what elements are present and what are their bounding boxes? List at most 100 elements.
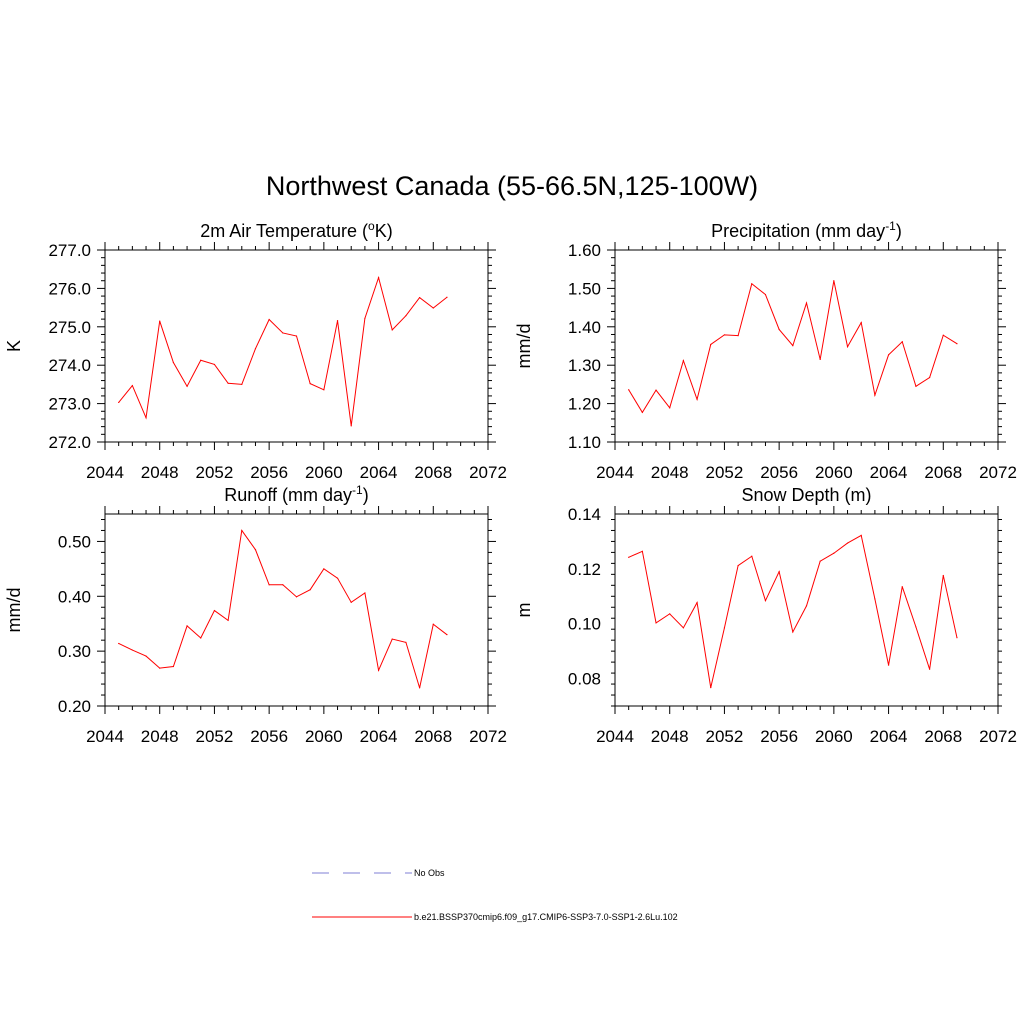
- legend-label-model-run: b.e21.BSSP370cmip6.f09_g17.CMIP6-SSP3-7.…: [414, 912, 678, 922]
- precipitation-x-tick-label: 2072: [979, 463, 1017, 482]
- precipitation-data-point: [819, 358, 821, 361]
- runoff-data-point: [200, 637, 202, 639]
- precipitation-data-point: [737, 335, 739, 337]
- snow-depth-y-tick-label: 0.08: [568, 670, 601, 689]
- snow-depth-data-point: [778, 571, 780, 573]
- runoff-data-point: [159, 667, 161, 669]
- precipitation-title-unit: ): [896, 221, 902, 241]
- runoff-y-axis-label: mm/d: [4, 588, 24, 633]
- precipitation-x-tick-label: 2048: [651, 463, 689, 482]
- air-temperature-y-tick-label: 273.0: [48, 395, 91, 414]
- air-temperature-title-text: 2m Air Temperature (: [200, 221, 368, 241]
- air-temperature-data-point: [186, 385, 188, 387]
- runoff-data-point: [213, 609, 216, 612]
- snow-depth-data-point: [860, 534, 862, 536]
- air-temperature-data-point: [309, 383, 311, 385]
- precipitation-title-superscript: -1: [885, 219, 896, 233]
- runoff-data-point: [446, 634, 448, 636]
- legend: No Obs b.e21.BSSP370cmip6.f09_g17.CMIP6-…: [312, 868, 678, 922]
- snow-depth-plot-frame: [614, 513, 999, 707]
- air-temperature-x-tick-label: 2060: [305, 463, 343, 482]
- snow-depth-data-point: [696, 601, 698, 604]
- air-temperature-data-point: [131, 384, 133, 387]
- runoff-data-point: [336, 577, 339, 579]
- runoff-x-tick-label: 2068: [414, 727, 452, 746]
- air-temperature-data-point: [159, 320, 161, 322]
- runoff-data-point: [323, 568, 325, 570]
- snow-depth-title-text: Snow Depth (m): [741, 485, 871, 505]
- panel-runoff: 2044 2048 2052 2056 2060 2064 2068 2072 0.20 0.30…: [4, 483, 507, 746]
- air-temperature-data-point: [268, 318, 270, 321]
- air-temperature-y-tick-label: 276.0: [48, 279, 91, 298]
- air-temperature-data-point: [364, 317, 366, 319]
- runoff-title: Runoff (mm day-1): [224, 483, 368, 505]
- precipitation-data-point: [751, 283, 753, 285]
- runoff-data-point: [295, 596, 298, 598]
- snow-depth-data-point: [942, 574, 944, 577]
- snow-depth-data-point: [751, 555, 753, 557]
- precipitation-x-tick-label: 2044: [596, 463, 634, 482]
- snow-depth-x-tick-label: 2064: [870, 727, 908, 746]
- air-temperature-data-point: [391, 329, 393, 331]
- air-temperature-x-tick-label: 2068: [414, 463, 452, 482]
- snow-depth-data-point: [710, 687, 712, 689]
- runoff-data-point: [172, 665, 174, 668]
- snow-depth-x-tick-label: 2052: [706, 727, 744, 746]
- precipitation-data-point: [682, 359, 684, 362]
- precipitation-x-tick-label: 2060: [815, 463, 853, 482]
- precipitation-data-point: [915, 385, 917, 387]
- runoff-x-tick-label: 2044: [86, 727, 124, 746]
- air-temperature-data-point: [323, 389, 325, 391]
- runoff-y-tick-label: 0.30: [58, 642, 91, 661]
- precipitation-title: Precipitation (mm day-1): [711, 219, 902, 241]
- precipitation-y-tick-label: 1.40: [568, 318, 601, 337]
- runoff-y-tick-label: 0.50: [58, 532, 91, 551]
- runoff-data-point: [419, 687, 421, 689]
- runoff-title-unit: ): [363, 485, 369, 505]
- snow-depth-data-point: [805, 605, 808, 607]
- snow-depth-series-line: [628, 534, 958, 688]
- air-temperature-data-point: [254, 348, 257, 350]
- air-temperature-data-point: [213, 363, 216, 366]
- runoff-data-point: [309, 589, 311, 591]
- precipitation-data-point: [696, 398, 698, 400]
- air-temperature-title-superscript: o: [368, 219, 375, 233]
- air-temperature-x-tick-label: 2048: [141, 463, 179, 482]
- runoff-title-text: Runoff (mm day: [224, 485, 352, 505]
- air-temperature-data-point: [227, 382, 229, 384]
- runoff-data-point: [282, 584, 284, 586]
- snow-depth-data-point: [628, 556, 630, 558]
- snow-depth-data-point: [641, 550, 643, 552]
- precipitation-data-point: [778, 328, 780, 331]
- precipitation-plot-frame: [614, 249, 999, 443]
- runoff-series-line: [118, 529, 448, 689]
- precipitation-data-point: [669, 407, 671, 409]
- precipitation-data-point: [942, 334, 944, 336]
- air-temperature-data-point: [336, 320, 339, 322]
- runoff-title-superscript: -1: [352, 483, 363, 497]
- runoff-y-tick-label: 0.40: [58, 587, 91, 606]
- precipitation-data-point: [641, 411, 643, 414]
- precipitation-data-point: [833, 280, 835, 282]
- precipitation-data-point: [956, 343, 958, 345]
- runoff-data-point: [405, 641, 407, 643]
- runoff-data-point: [118, 642, 120, 645]
- precipitation-y-tick-label: 1.50: [568, 279, 601, 298]
- runoff-data-point: [364, 592, 366, 594]
- snow-depth-y-tick-label: 0.10: [568, 615, 601, 634]
- snow-depth-data-point: [655, 622, 657, 624]
- air-temperature-data-point: [118, 401, 120, 404]
- precipitation-data-point: [655, 389, 657, 391]
- runoff-x-tick-label: 2060: [305, 727, 343, 746]
- legend-label-no-obs: No Obs: [414, 868, 445, 878]
- air-temperature-data-point: [405, 315, 407, 317]
- air-temperature-y-axis-label: K: [4, 340, 24, 352]
- precipitation-data-point: [792, 345, 794, 347]
- air-temperature-data-point: [241, 383, 243, 385]
- air-temperature-data-point: [282, 332, 284, 334]
- precipitation-data-point: [901, 341, 903, 343]
- runoff-x-tick-label: 2052: [196, 727, 234, 746]
- precipitation-x-tick-label: 2052: [706, 463, 744, 482]
